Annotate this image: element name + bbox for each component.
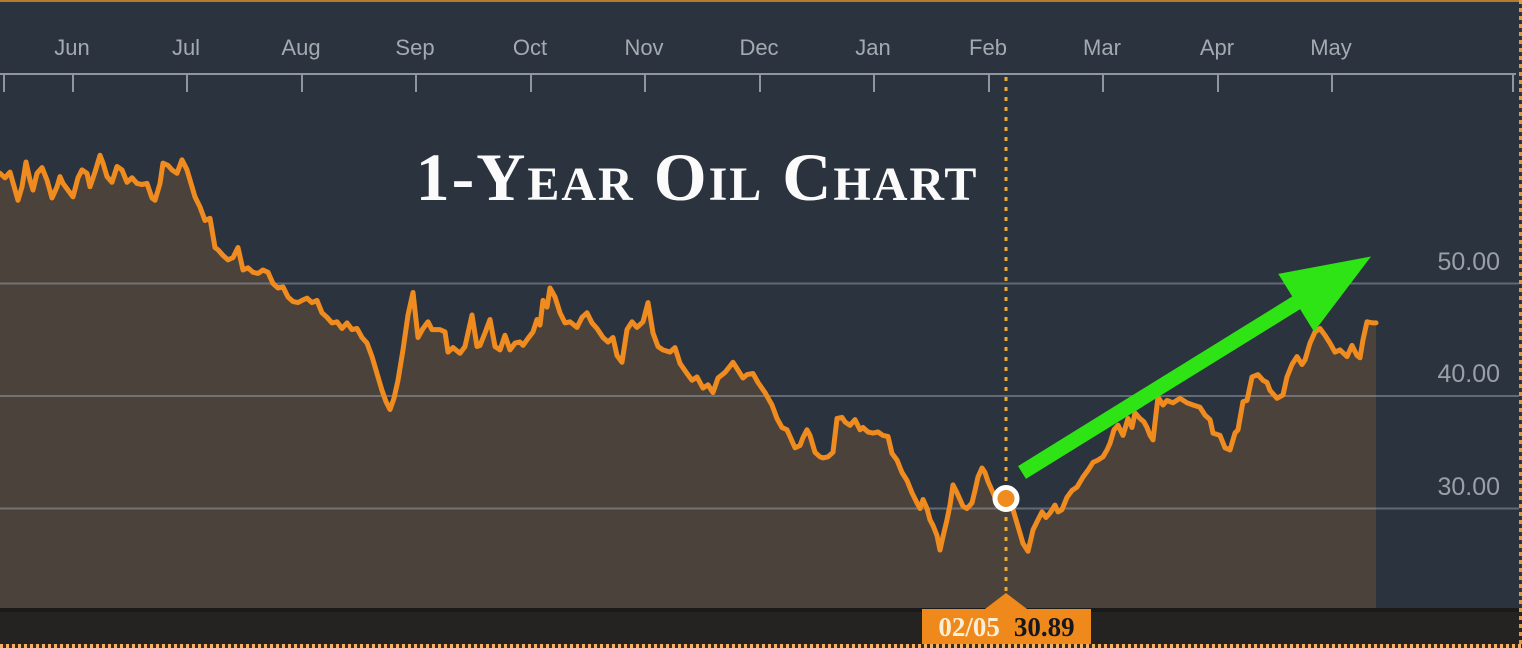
- x-axis-month-label: Jul: [171, 35, 201, 60]
- x-axis-tick: [1512, 74, 1514, 92]
- x-axis-month-label: Jun: [54, 35, 90, 60]
- y-axis-label: 30.00: [1437, 472, 1500, 501]
- price-area-fill: [0, 155, 1376, 609]
- frame-border-bottom: [0, 644, 1522, 648]
- uptrend-arrow-head: [1278, 256, 1371, 332]
- frame-border-top: [0, 0, 1522, 2]
- tooltip-pointer-icon: [985, 593, 1027, 609]
- y-axis-label: 50.00: [1437, 247, 1500, 276]
- x-axis-month-label: Oct: [512, 35, 548, 60]
- x-axis-tick: [759, 74, 761, 92]
- bottom-strip: [0, 608, 1522, 648]
- selected-point-marker[interactable]: [992, 484, 1020, 512]
- x-axis-tick: [415, 74, 417, 92]
- x-axis-tick: [530, 74, 532, 92]
- x-axis-tick: [644, 74, 646, 92]
- x-axis-month-label: Aug: [281, 35, 321, 60]
- x-axis-tick: [3, 74, 5, 92]
- x-axis-tick: [1217, 74, 1219, 92]
- x-axis-month-label: Sep: [395, 35, 435, 60]
- x-axis-tick: [186, 74, 188, 92]
- x-axis-tick: [1102, 74, 1104, 92]
- uptrend-arrow-shaft: [1018, 293, 1306, 479]
- x-axis-tick: [72, 74, 74, 92]
- x-axis-month-label: Apr: [1199, 35, 1235, 60]
- selected-point-tooltip: 02/05 30.89: [922, 593, 1091, 645]
- x-axis-tick: [301, 74, 303, 92]
- x-axis-month-label: Mar: [1083, 35, 1121, 60]
- y-axis-label: 40.00: [1437, 360, 1500, 388]
- x-axis-month-label: Nov: [624, 35, 664, 60]
- tooltip-price: 30.89: [1013, 611, 1075, 642]
- chart-title: 1-Year Oil Chart: [415, 139, 979, 215]
- price-line: [0, 152, 1379, 554]
- x-axis-line: [0, 73, 1516, 75]
- x-axis-month-label: May: [1310, 35, 1352, 60]
- x-axis-month-label: Dec: [739, 35, 779, 60]
- x-axis-tick: [1331, 74, 1333, 92]
- frame-border-right: [1519, 0, 1522, 648]
- x-axis-month-label: Jan: [855, 35, 891, 60]
- x-axis-tick: [873, 74, 875, 92]
- x-axis-tick: [988, 74, 990, 92]
- tooltip-date: 02/05: [938, 611, 1000, 642]
- x-axis-month-label: Feb: [969, 35, 1007, 60]
